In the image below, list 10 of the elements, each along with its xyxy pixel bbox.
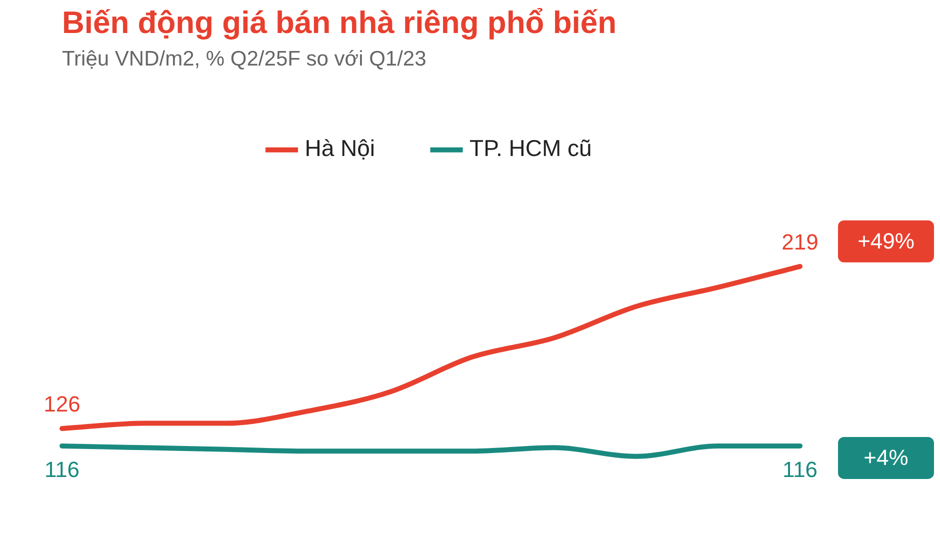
text: +49% xyxy=(858,228,914,254)
legend-label: Hà Nội xyxy=(304,135,376,162)
legend-label: TP. HCM cũ xyxy=(470,135,592,162)
text: +4% xyxy=(864,445,908,470)
data-label: 116 xyxy=(782,457,818,482)
data-label: 219 xyxy=(782,229,818,254)
data-label: 126 xyxy=(44,392,80,417)
chart-title: Biến động giá bán nhà riêng phổ biến xyxy=(62,5,617,40)
chart-subtitle: Triệu VND/m2, % Q2/25F so với Q1/23 xyxy=(62,48,426,71)
data-label: 116 xyxy=(44,457,80,482)
